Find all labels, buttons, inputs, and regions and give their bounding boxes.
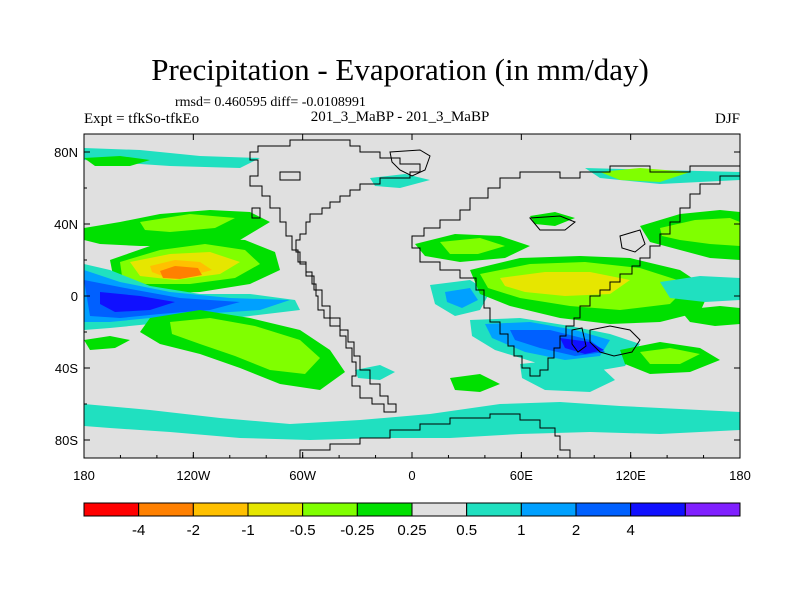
axis-ticks: 180 120W 60W 0 60E 120E 180 80N 40N 0 40S 80S — [54, 134, 751, 483]
colorbar-label: -2 — [187, 522, 200, 539]
colorbar-label: 0.5 — [456, 522, 477, 539]
fill-spac-wet-core — [100, 292, 175, 312]
coastline-mediterranean — [528, 215, 576, 231]
coastline-arctic-islands — [279, 171, 301, 181]
fill-wpac-wet-2 — [680, 306, 740, 326]
coastline-antarctica — [299, 413, 571, 458]
colorbar-bin — [247, 502, 304, 517]
x-tick-label: 60E — [510, 468, 533, 483]
fill-io-dry-inner — [500, 272, 630, 296]
x-tick-label: 120W — [176, 468, 211, 483]
x-tick-label: 180 — [729, 468, 751, 483]
fill-io-wet-core — [560, 338, 604, 354]
y-tick-label: 80S — [55, 433, 78, 448]
colorbar-label: -4 — [132, 522, 145, 539]
fill-sp-dry-inner — [170, 318, 320, 374]
y-tick-label: 80N — [54, 145, 78, 160]
colorbar-bin — [302, 502, 358, 517]
fill-atl-wet-core — [445, 288, 478, 308]
coastline-greenland — [389, 149, 431, 177]
coastline-asia-ne — [619, 229, 646, 253]
fill-nwpac-dry-inner — [660, 218, 740, 246]
colorbar: -4 -2 -1 -0.5 -0.25 0.25 0.5 1 2 4 — [83, 502, 741, 539]
colorbar-label: 2 — [572, 522, 580, 539]
colorbar-bin — [575, 502, 632, 517]
colorbar-bin — [684, 502, 741, 517]
y-tick-label: 40N — [54, 217, 78, 232]
fill-atl-dry-n-inner — [440, 238, 505, 254]
coastline-australia — [589, 325, 641, 357]
fill-npac-dry-west-inner — [140, 214, 235, 232]
x-tick-label: 0 — [408, 468, 415, 483]
fill-patch-sio — [450, 374, 500, 392]
coastline-islands-2 — [251, 207, 261, 219]
experiment-label: Expt = tfkSo-tfkEo — [84, 111, 200, 127]
fill-patch-eur — [530, 212, 575, 226]
y-tick-label: 0 — [71, 289, 78, 304]
colorbar-label: 1 — [517, 522, 525, 539]
fill-arctic-dry — [84, 156, 150, 166]
coastline-eurasia-africa — [411, 165, 740, 377]
fill-so-wet — [84, 402, 740, 440]
colorbar-bin — [466, 502, 522, 517]
season-label: DJF — [714, 111, 740, 127]
colorbar-label: -0.5 — [290, 522, 316, 539]
colorbar-bin — [138, 502, 194, 517]
x-tick-label: 60W — [289, 468, 316, 483]
y-tick-label: 40S — [55, 361, 78, 376]
colorbar-label: -0.25 — [340, 522, 374, 539]
fill-wpac-wet — [660, 276, 740, 302]
case-label: 201_3_MaBP - 201_3_MaBP — [310, 109, 490, 125]
fill-patch-sam-2 — [355, 365, 395, 380]
coastline-madagascar — [571, 327, 587, 353]
fill-sio-dry — [520, 360, 615, 392]
colorbar-label: -1 — [241, 522, 254, 539]
colorbar-label: 0.25 — [397, 522, 426, 539]
colorbar-label: 4 — [626, 522, 634, 539]
fill-sio-dry-3 — [640, 348, 700, 364]
colorbar-bin — [411, 502, 468, 517]
stats-line: rmsd= 0.460595 diff= -0.0108991 — [175, 95, 366, 110]
contour-fills — [84, 148, 740, 440]
colorbar-bin — [520, 502, 577, 517]
x-tick-label: 180 — [73, 468, 95, 483]
x-tick-label: 120E — [615, 468, 646, 483]
colorbar-bin — [192, 502, 249, 517]
fill-epac-dry-max — [160, 266, 202, 279]
coastline-americas — [249, 139, 421, 413]
fill-patch-sam — [84, 336, 130, 350]
plot-title: Precipitation - Evaporation (in mm/day) — [151, 52, 649, 87]
colorbar-bin — [630, 502, 686, 517]
coastlines — [249, 139, 740, 458]
colorbar-bin — [83, 502, 140, 517]
colorbar-bin — [356, 502, 413, 517]
